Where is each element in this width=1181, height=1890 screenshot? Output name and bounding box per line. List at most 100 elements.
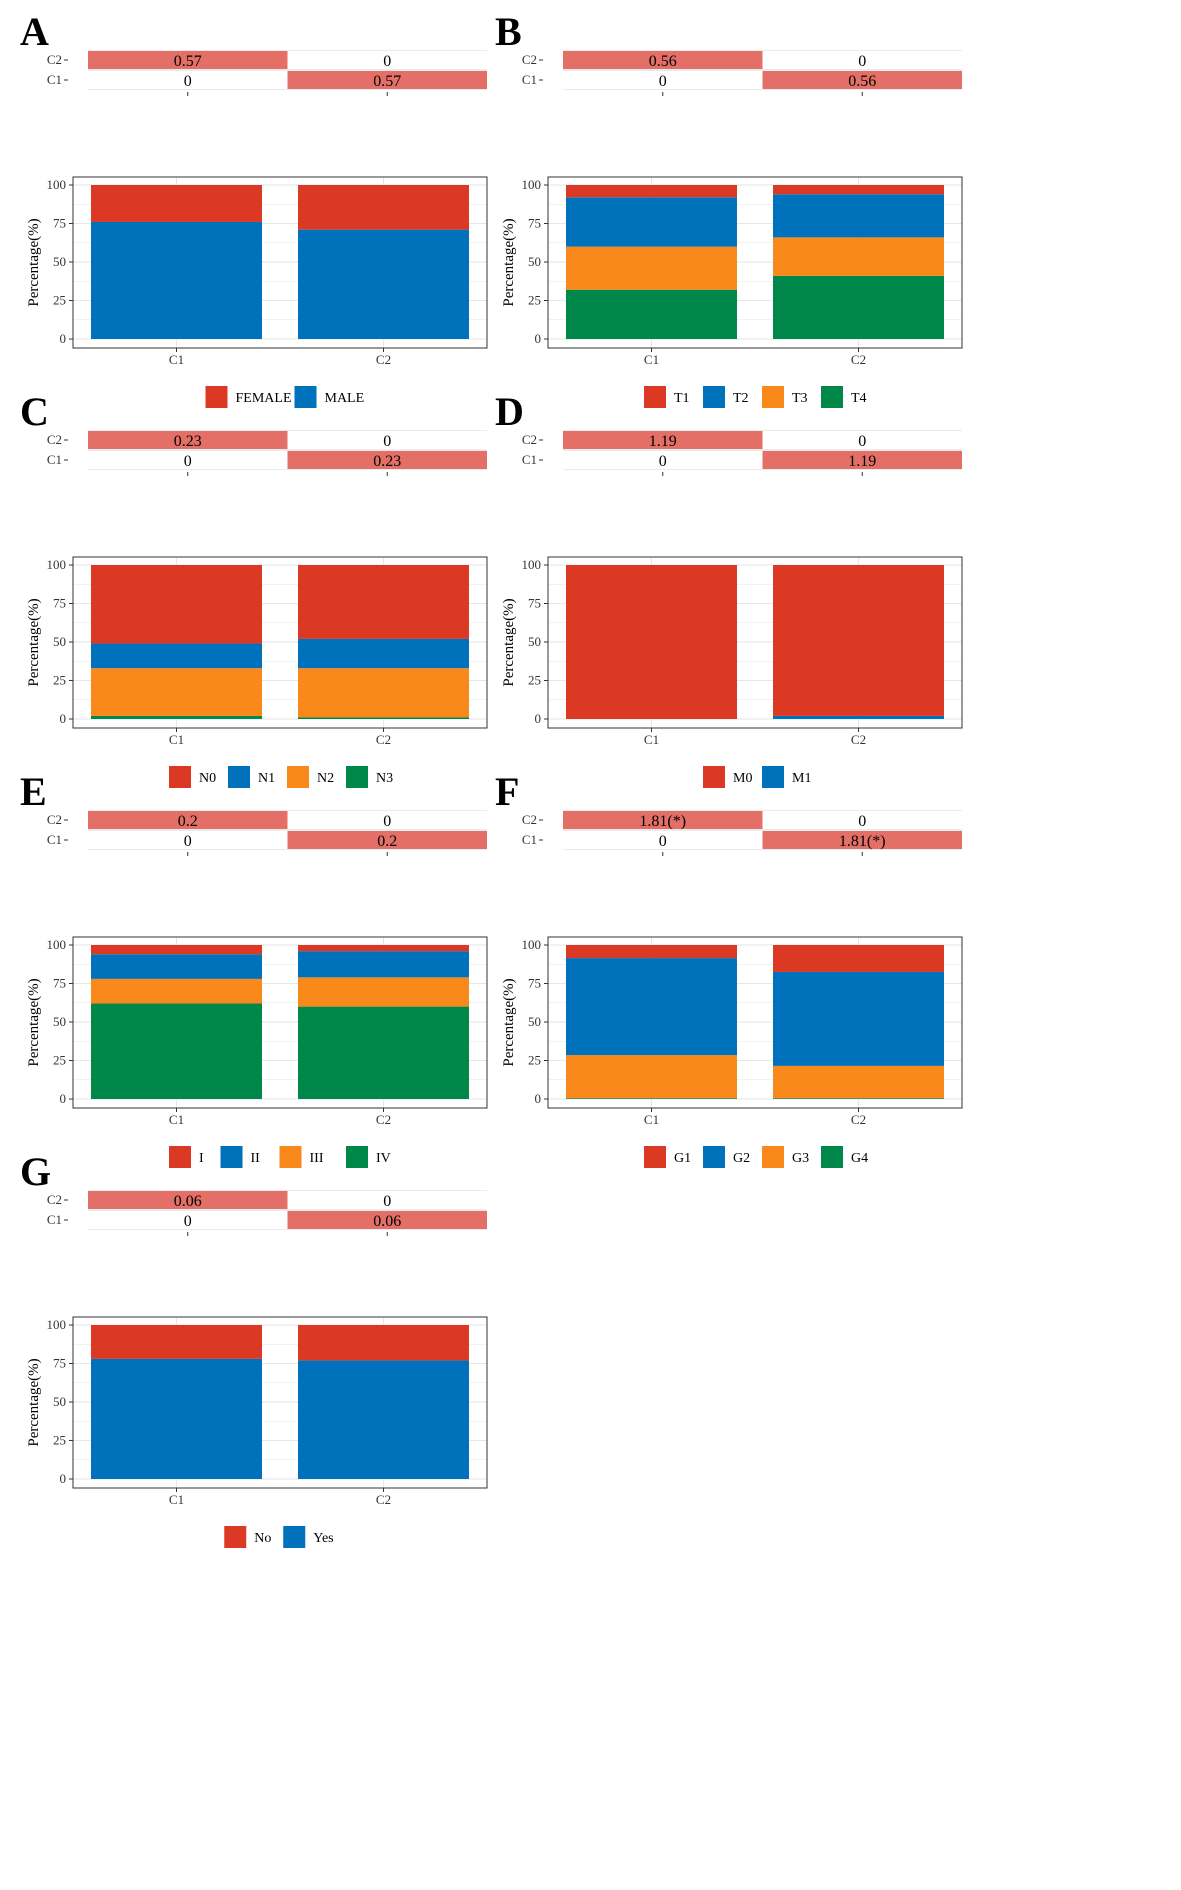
heatmap-cell-value: 1.81(*) — [639, 813, 686, 830]
panel-letter: G — [20, 1149, 51, 1194]
legend-label: T2 — [733, 391, 749, 406]
x-tick-label: C1 — [644, 1112, 659, 1127]
y-tick-label: 50 — [528, 1014, 541, 1029]
heatmap-row-label: C1 — [47, 832, 62, 847]
heatmap-cell-value: 0.56 — [848, 73, 876, 90]
bar-c2-n3[interactable] — [298, 717, 469, 719]
heatmap: C2 0.2 0 C1 0 0.2 — [47, 810, 487, 856]
bar-c1-male[interactable] — [91, 221, 262, 339]
heatmap-cell — [287, 811, 487, 829]
bar-c2-n0[interactable] — [298, 565, 469, 639]
legend-label: G2 — [733, 1151, 750, 1166]
legend-swatch-ii — [220, 1146, 243, 1168]
bar-c1-n1[interactable] — [91, 643, 262, 669]
bar-c1-n0[interactable] — [91, 565, 262, 644]
bar-c1-no[interactable] — [91, 1325, 262, 1359]
bar-c2-g3[interactable] — [773, 1065, 944, 1099]
bar-c2-t2[interactable] — [773, 194, 944, 238]
bar-c2-no[interactable] — [298, 1325, 469, 1361]
bar-c1-t3[interactable] — [566, 246, 737, 290]
y-axis-title: Percentage(%) — [26, 218, 42, 306]
heatmap-cell-value: 0.2 — [178, 813, 198, 830]
legend-swatch-t1 — [644, 386, 666, 408]
bar-c1-iii[interactable] — [91, 978, 262, 1004]
panel-letter: C — [20, 389, 49, 434]
bar-c1-iv[interactable] — [91, 1003, 262, 1099]
bar-c2-iv[interactable] — [298, 1006, 469, 1099]
heatmap-cell-value: 0 — [184, 73, 192, 90]
legend-swatch-g3 — [762, 1146, 784, 1168]
heatmap-cell-value: 0 — [383, 53, 391, 70]
heatmap-cell — [563, 451, 763, 469]
x-tick-label: C2 — [376, 1112, 391, 1127]
y-tick-label: 75 — [53, 976, 66, 991]
y-axis-title: Percentage(%) — [26, 978, 42, 1066]
y-tick-label: 75 — [53, 216, 66, 231]
bar-c1-n2[interactable] — [91, 668, 262, 716]
heatmap-cell — [762, 451, 962, 469]
heatmap-cell-value: 0 — [858, 813, 866, 830]
bar-c2-ii[interactable] — [298, 951, 469, 978]
bar-c1-female[interactable] — [91, 185, 262, 222]
bar-c2-iii[interactable] — [298, 977, 469, 1007]
bar-c2-female[interactable] — [298, 185, 469, 230]
legend-label: MALE — [325, 391, 365, 406]
y-tick-label: 0 — [535, 711, 542, 726]
bar-c2-m0[interactable] — [773, 565, 944, 716]
x-tick-label: C1 — [169, 352, 184, 367]
legend-label: III — [310, 1151, 324, 1166]
heatmap-cell — [563, 811, 763, 829]
panel-letter: E — [20, 769, 47, 814]
heatmap-cell-value: 1.19 — [649, 433, 677, 450]
heatmap-cell — [287, 1191, 487, 1209]
heatmap-cell — [88, 51, 288, 69]
bar-c1-n3[interactable] — [91, 715, 262, 719]
bar-c1-t2[interactable] — [566, 197, 737, 247]
bar-c2-n2[interactable] — [298, 668, 469, 718]
bar-c1-ii[interactable] — [91, 954, 262, 979]
bar-c2-t4[interactable] — [773, 275, 944, 339]
heatmap-cell-value: 0 — [383, 813, 391, 830]
bar-c1-g4[interactable] — [566, 1098, 737, 1099]
bar-c2-yes[interactable] — [298, 1360, 469, 1479]
bar-c2-t1[interactable] — [773, 185, 944, 195]
y-tick-label: 75 — [528, 216, 541, 231]
legend-swatch-g2 — [703, 1146, 725, 1168]
heatmap-cell — [563, 831, 763, 849]
legend-swatch-i — [169, 1146, 191, 1168]
heatmap-cell-value: 0 — [858, 433, 866, 450]
bar-c2-m1[interactable] — [773, 715, 944, 719]
bar-c1-g1[interactable] — [566, 945, 737, 959]
heatmap-cell-value: 0.23 — [174, 433, 202, 450]
y-tick-label: 0 — [535, 331, 542, 346]
bar-c2-g4[interactable] — [773, 1098, 944, 1099]
bar-c2-t3[interactable] — [773, 237, 944, 276]
bar-c2-n1[interactable] — [298, 638, 469, 669]
bar-c1-t1[interactable] — [566, 185, 737, 198]
bar-c2-i[interactable] — [298, 945, 469, 952]
bar-c1-g2[interactable] — [566, 958, 737, 1056]
legend: I II III IV — [169, 1146, 391, 1168]
bar-c1-i[interactable] — [91, 945, 262, 955]
x-tick-label: C1 — [644, 732, 659, 747]
bar-c2-male[interactable] — [298, 229, 469, 339]
y-tick-label: 0 — [60, 331, 67, 346]
heatmap-cell-value: 0.06 — [373, 1213, 401, 1230]
y-tick-label: 50 — [53, 1014, 66, 1029]
bar-c1-m0[interactable] — [566, 565, 737, 719]
heatmap-cell — [88, 71, 288, 89]
bar-c1-g3[interactable] — [566, 1055, 737, 1099]
legend: T1 T2 T3 T4 — [644, 386, 867, 408]
heatmap: C2 0.06 0 C1 0 0.06 — [47, 1190, 487, 1236]
legend-swatch-yes — [283, 1526, 306, 1548]
bar-c2-g2[interactable] — [773, 971, 944, 1066]
panel-letter: B — [495, 9, 522, 54]
bar-c1-yes[interactable] — [91, 1358, 262, 1479]
bar-c1-t4[interactable] — [566, 289, 737, 339]
y-tick-label: 50 — [528, 254, 541, 269]
legend-label: M1 — [792, 771, 811, 786]
heatmap-cell — [88, 451, 288, 469]
bar-c2-g1[interactable] — [773, 945, 944, 972]
legend-swatch-n2 — [287, 766, 309, 788]
